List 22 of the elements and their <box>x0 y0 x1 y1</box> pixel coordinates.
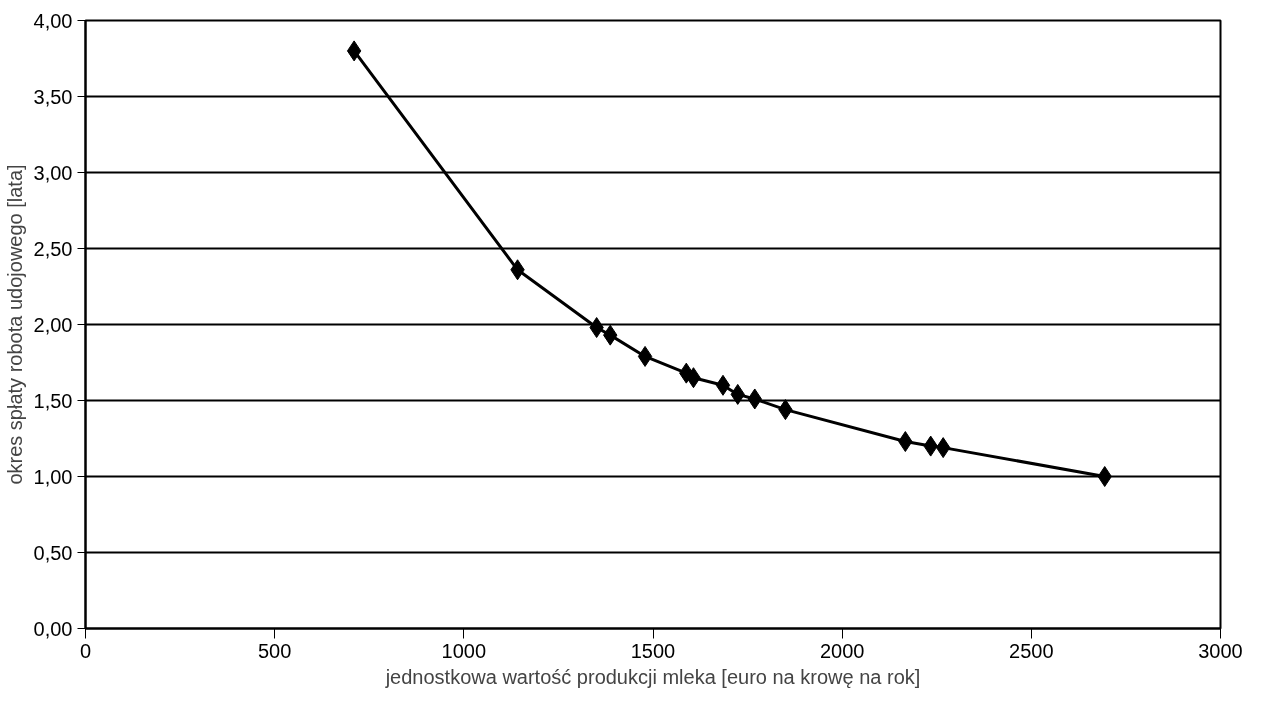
x-tick-label: 2500 <box>1009 639 1054 662</box>
x-tick-label: 2000 <box>819 639 865 662</box>
y-tick-label: 1,00 <box>33 465 73 488</box>
x-tick-label: 0 <box>79 639 92 662</box>
y-tick-label: 0,00 <box>33 617 73 640</box>
y-tick-label: 3,50 <box>33 85 73 108</box>
y-tick-label: 0,50 <box>33 541 73 564</box>
x-tick-label: 3000 <box>1198 639 1243 662</box>
x-tick-label: 1500 <box>630 639 676 662</box>
y-tick-label: 3,00 <box>33 161 73 184</box>
point <box>715 374 731 396</box>
y-axis-title: okres spłaty robota udojowego [lata] <box>3 164 26 485</box>
x-tick-label: 1000 <box>441 639 487 662</box>
y-tick-label: 2,50 <box>33 237 73 260</box>
point <box>346 40 362 62</box>
point <box>1097 466 1112 487</box>
point <box>637 345 653 367</box>
y-tick-label: 4,00 <box>33 9 73 32</box>
x-axis-title: jednostkowa wartość produkcji mleka [euro na krowę na rok] <box>384 665 921 688</box>
x-tick-label: 500 <box>257 639 292 662</box>
y-tick-label: 1,50 <box>33 389 73 412</box>
y-tick-label: 2,00 <box>33 313 73 336</box>
